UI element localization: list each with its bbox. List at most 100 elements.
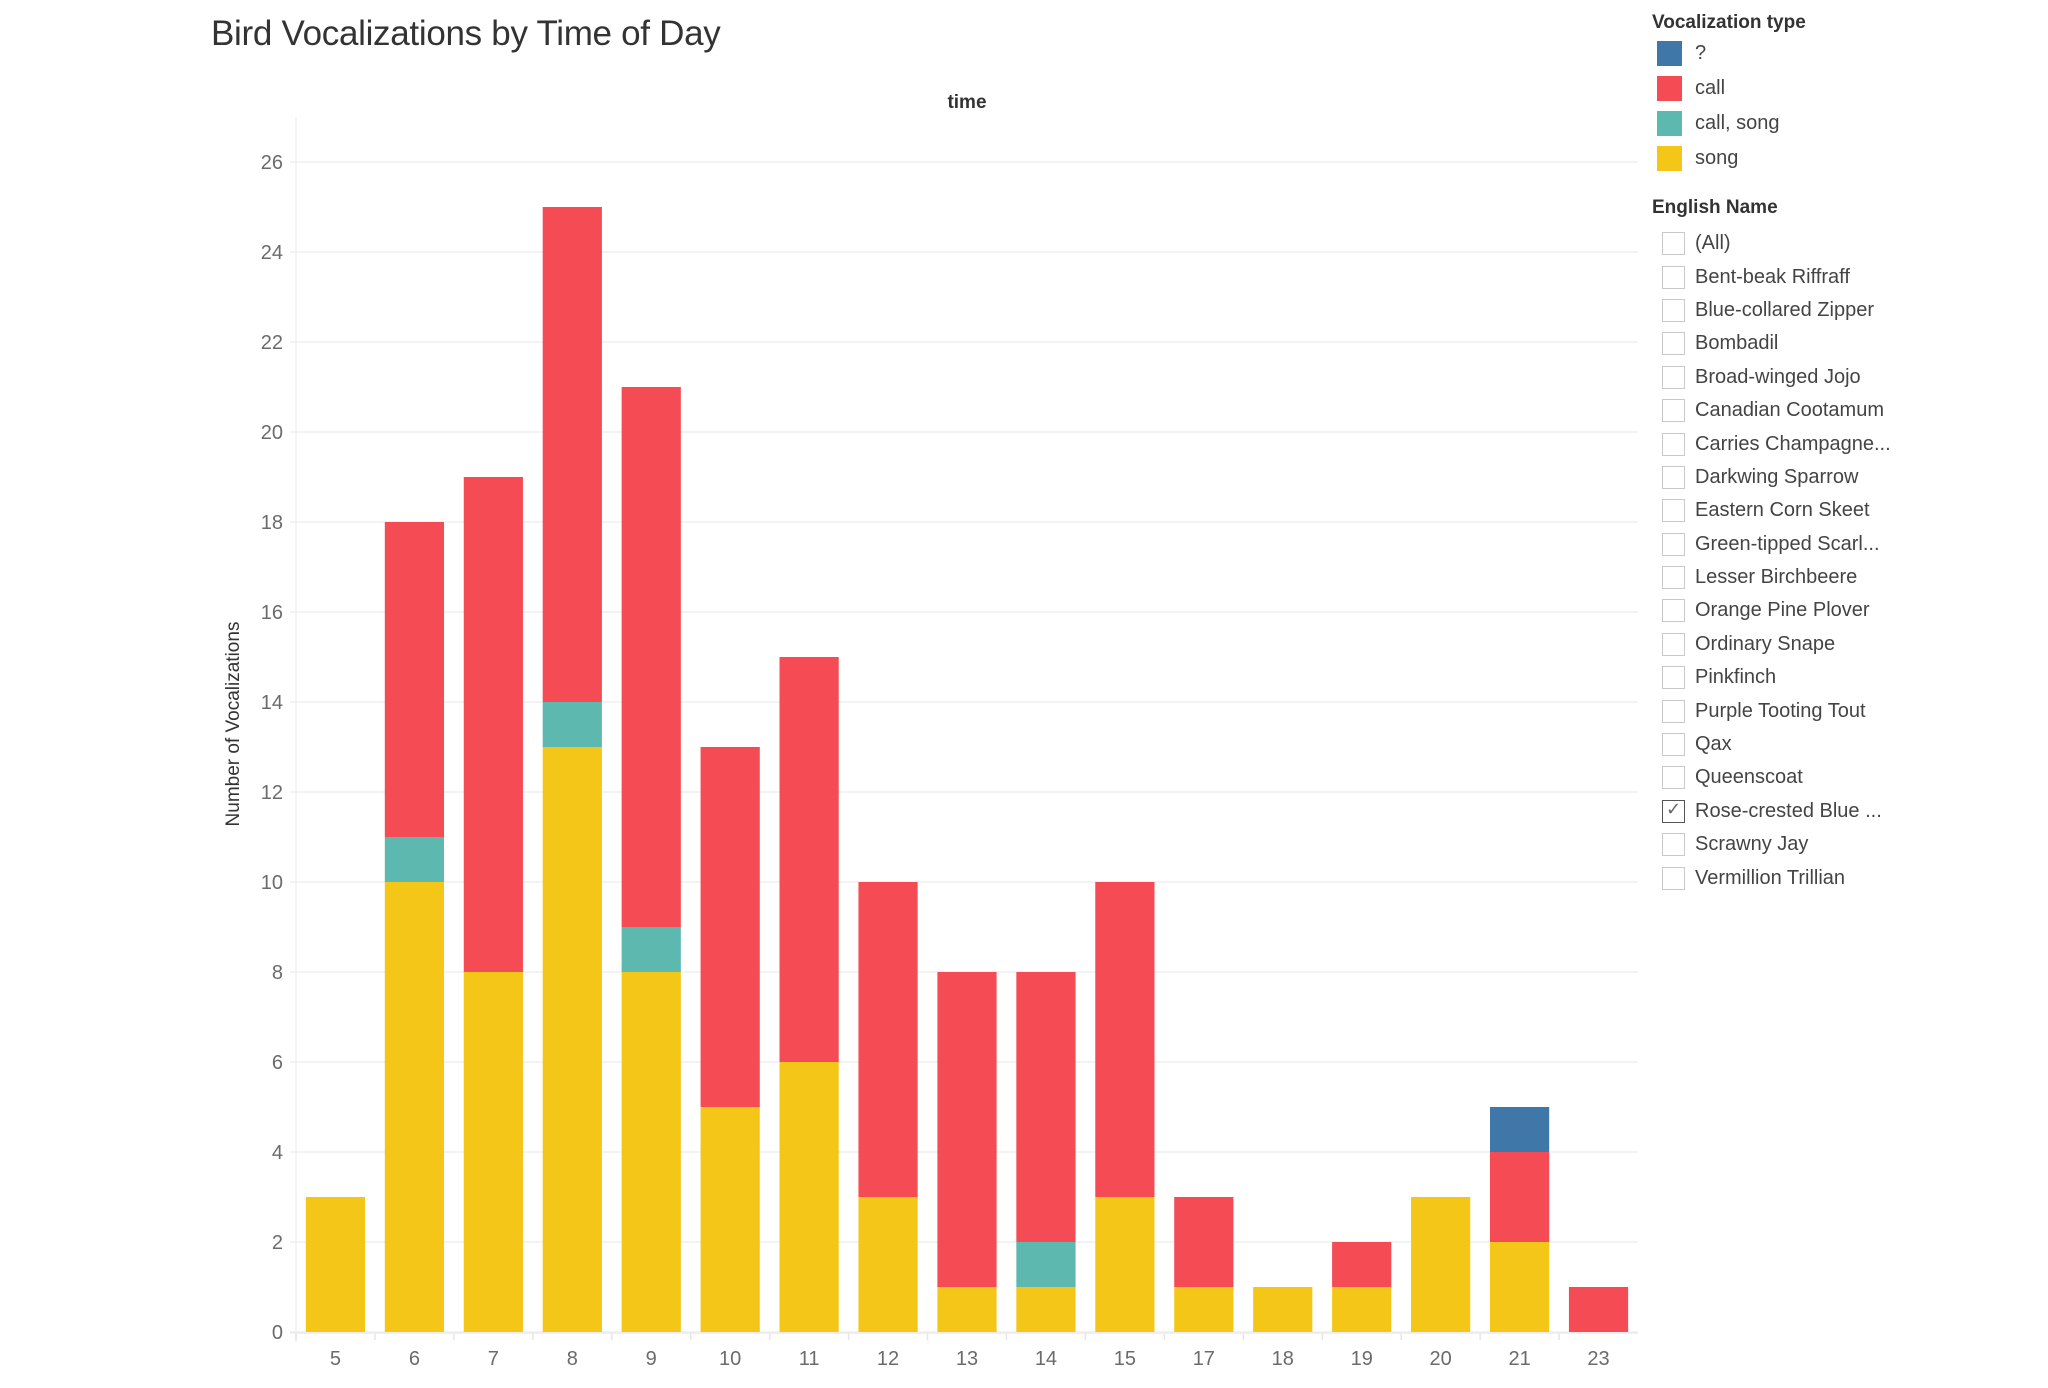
filter-item[interactable]: Darkwing Sparrow [1652, 461, 2042, 494]
bar-segment-call[interactable] [700, 747, 760, 1107]
bar-segment-song[interactable] [1016, 1287, 1076, 1332]
bar-segment-call[interactable] [621, 387, 681, 927]
filter-item[interactable]: Bombadil [1652, 327, 2042, 360]
legend-item[interactable]: call [1652, 71, 2042, 106]
bar-segment-song[interactable] [542, 747, 602, 1332]
filter-title: English Name [1652, 197, 1778, 218]
y-tick-label: 18 [261, 512, 283, 534]
bar-segment-song[interactable] [305, 1197, 366, 1332]
bar-segment-call[interactable] [1489, 1152, 1550, 1242]
legend-item[interactable]: ? [1652, 36, 2042, 71]
checkbox[interactable] [1662, 699, 1685, 723]
bar-segment-song[interactable] [1489, 1242, 1550, 1332]
bar-segment-song[interactable] [700, 1107, 760, 1332]
bar-segment-call[interactable] [1174, 1197, 1234, 1287]
bar-segment-call[interactable] [542, 207, 602, 702]
bar-segment-call-song[interactable] [542, 702, 602, 747]
bar-segment-song[interactable] [621, 972, 681, 1332]
checkbox[interactable] [1662, 465, 1685, 489]
filter-item[interactable]: Broad-winged Jojo [1652, 361, 2042, 394]
legend-label: song [1695, 147, 1739, 169]
bar-segment-song[interactable] [1411, 1197, 1471, 1332]
bar-segment-call[interactable] [937, 972, 997, 1287]
filter-item-label: Blue-collared Zipper [1695, 298, 1874, 321]
x-tick-label: 17 [1193, 1348, 1215, 1370]
bar-segment-song[interactable] [858, 1197, 918, 1332]
checkbox[interactable] [1662, 365, 1685, 389]
filter-item[interactable]: (All) [1652, 227, 2042, 260]
filter-item[interactable]: Lesser Birchbeere [1652, 561, 2042, 594]
checkbox[interactable] [1662, 332, 1685, 356]
bar-segment-song[interactable] [779, 1062, 839, 1332]
filter-item-label: Scrawny Jay [1695, 833, 1809, 856]
filter-item[interactable]: Blue-collared Zipper [1652, 294, 2042, 327]
legend-swatch [1657, 111, 1682, 136]
x-tick-label: 13 [956, 1348, 978, 1370]
filter-item[interactable]: Qax [1652, 728, 2042, 761]
filter-item-label: Lesser Birchbeere [1695, 566, 1858, 589]
y-tick-label: 20 [261, 422, 283, 444]
bar-segment-call-song[interactable] [1016, 1242, 1076, 1287]
filter-item-label: Purple Tooting Tout [1695, 699, 1866, 722]
bar-segment-call[interactable] [1095, 882, 1155, 1197]
y-tick-label: 0 [272, 1322, 283, 1344]
bar-segment-call[interactable] [779, 657, 839, 1062]
filter-item[interactable]: Rose-crested Blue ... [1652, 795, 2042, 828]
x-tick-label: 18 [1272, 1348, 1294, 1370]
checkbox[interactable] [1662, 599, 1685, 623]
y-axis-title: Number of Vocalizations [223, 622, 244, 827]
checkbox[interactable] [1662, 866, 1685, 890]
filter-item[interactable]: Pinkfinch [1652, 661, 2042, 694]
bar-segment-[interactable] [1489, 1107, 1550, 1152]
bar-segment-call[interactable] [1568, 1287, 1629, 1332]
bar-segment-song[interactable] [384, 882, 445, 1332]
checkbox[interactable] [1662, 432, 1685, 456]
checkbox[interactable] [1662, 499, 1685, 523]
filter-item-label: Bombadil [1695, 332, 1779, 355]
english-name-filter: English Name (All) Bent-beak Riffraff Blue… [1652, 195, 2042, 895]
bar-segment-call-song[interactable] [621, 927, 681, 972]
checkbox[interactable] [1662, 232, 1685, 256]
filter-item-label: Broad-winged Jojo [1695, 365, 1861, 388]
checkbox[interactable] [1662, 733, 1685, 757]
bar-segment-call[interactable] [858, 882, 918, 1197]
filter-item-label: Carries Champagne... [1695, 432, 1891, 455]
bar-segment-song[interactable] [1095, 1197, 1155, 1332]
filter-item[interactable]: Canadian Cootamum [1652, 394, 2042, 427]
checkbox[interactable] [1662, 265, 1685, 289]
checkbox[interactable] [1662, 532, 1685, 556]
legend-item[interactable]: song [1652, 141, 2042, 176]
bar-segment-song[interactable] [463, 972, 523, 1332]
bar-segment-call[interactable] [384, 522, 445, 837]
x-tick-label: 10 [719, 1348, 741, 1370]
checkbox-checked[interactable] [1662, 799, 1685, 823]
checkbox[interactable] [1662, 632, 1685, 656]
filter-item[interactable]: Purple Tooting Tout [1652, 694, 2042, 727]
bar-segment-call[interactable] [463, 477, 523, 972]
checkbox[interactable] [1662, 666, 1685, 690]
bar-segment-song[interactable] [1253, 1287, 1313, 1332]
filter-item[interactable]: Eastern Corn Skeet [1652, 494, 2042, 527]
bar-segment-call[interactable] [1332, 1242, 1392, 1287]
checkbox[interactable] [1662, 766, 1685, 790]
bar-segment-song[interactable] [1174, 1287, 1234, 1332]
bar-segment-call-song[interactable] [384, 837, 445, 882]
bar-segment-song[interactable] [1332, 1287, 1392, 1332]
bar-segment-song[interactable] [937, 1287, 997, 1332]
filter-item[interactable]: Bent-beak Riffraff [1652, 260, 2042, 293]
checkbox[interactable] [1662, 298, 1685, 322]
legend-title: Vocalization type [1652, 12, 1806, 33]
filter-item[interactable]: Carries Champagne... [1652, 427, 2042, 460]
legend-item[interactable]: call, song [1652, 106, 2042, 141]
filter-item[interactable]: Scrawny Jay [1652, 828, 2042, 861]
filter-item[interactable]: Ordinary Snape [1652, 628, 2042, 661]
filter-item[interactable]: Vermillion Trillian [1652, 861, 2042, 894]
checkbox[interactable] [1662, 399, 1685, 423]
bar-segment-call[interactable] [1016, 972, 1076, 1242]
filter-item[interactable]: Queenscoat [1652, 761, 2042, 794]
checkbox[interactable] [1662, 566, 1685, 590]
filter-item[interactable]: Orange Pine Plover [1652, 594, 2042, 627]
filter-item[interactable]: Green-tipped Scarl... [1652, 528, 2042, 561]
checkbox[interactable] [1662, 833, 1685, 857]
